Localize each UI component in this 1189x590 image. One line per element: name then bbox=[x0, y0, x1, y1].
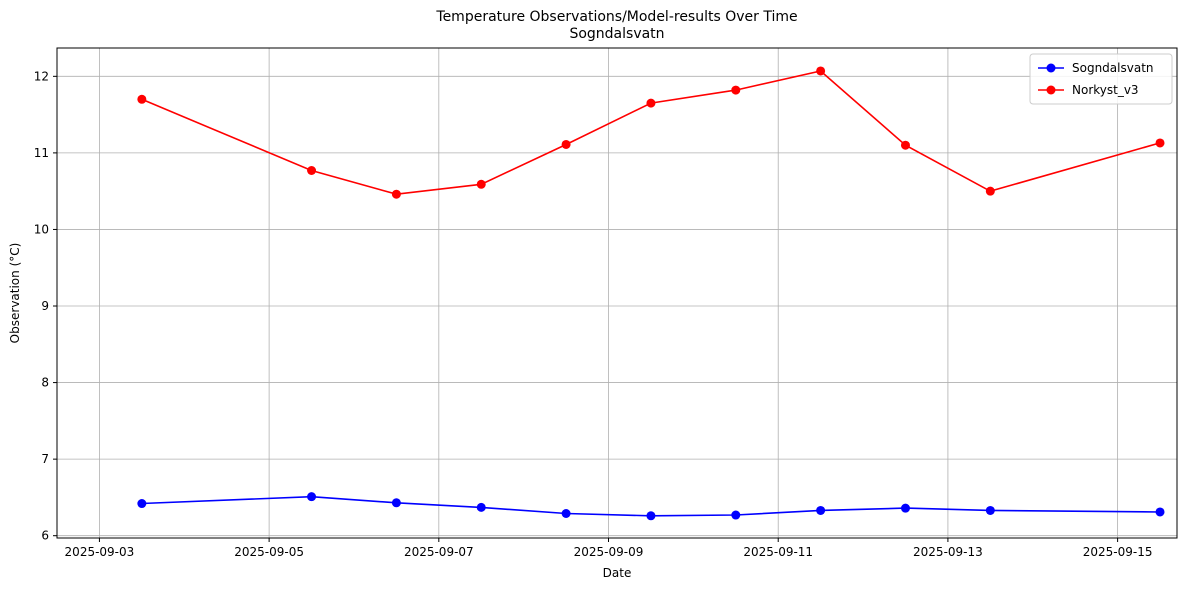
grid bbox=[57, 48, 1177, 538]
x-tick-label: 2025-09-13 bbox=[913, 545, 983, 559]
data-point-norkyst-v3 bbox=[816, 66, 826, 76]
data-point-norkyst-v3 bbox=[1155, 138, 1165, 148]
plot-area bbox=[56, 47, 1178, 539]
legend-label-norkyst-v3: Norkyst_v3 bbox=[1072, 83, 1139, 97]
data-point-sogndalsvatn bbox=[137, 499, 147, 509]
y-tick-label: 7 bbox=[41, 452, 49, 466]
axis-ticks: 2025-09-03 2025-09-05 2025-09-07 2025-09-09… bbox=[34, 69, 1153, 559]
data-point-norkyst-v3 bbox=[391, 189, 401, 199]
data-point-sogndalsvatn bbox=[476, 502, 486, 512]
x-tick-label: 2025-09-07 bbox=[404, 545, 474, 559]
data-point-norkyst-v3 bbox=[476, 179, 486, 189]
data-point-norkyst-v3 bbox=[307, 166, 317, 175]
data-point-norkyst-v3 bbox=[137, 94, 147, 104]
chart-subtitle: Sogndalsvatn bbox=[569, 26, 664, 42]
data-point-sogndalsvatn bbox=[561, 509, 571, 518]
data-point-sogndalsvatn bbox=[1155, 507, 1165, 517]
x-tick-label: 2025-09-03 bbox=[65, 545, 135, 559]
series-norkyst-v3 bbox=[137, 66, 1165, 199]
x-axis-label: Date bbox=[603, 566, 632, 580]
data-point-sogndalsvatn bbox=[816, 505, 826, 515]
legend-box bbox=[1029, 53, 1173, 105]
y-axis-label: Observation (°C) bbox=[8, 243, 22, 344]
x-tick-label: 2025-09-09 bbox=[574, 545, 644, 559]
x-tick-label: 2025-09-15 bbox=[1083, 545, 1153, 559]
legend-marker-norkyst-v3 bbox=[1046, 85, 1056, 95]
data-point-sogndalsvatn bbox=[900, 503, 910, 513]
y-tick-label: 11 bbox=[34, 146, 49, 160]
data-point-norkyst-v3 bbox=[646, 98, 656, 108]
legend: Sogndalsvatn Norkyst_v3 bbox=[1029, 53, 1173, 105]
data-point-sogndalsvatn bbox=[985, 505, 995, 515]
x-tick-label: 2025-09-11 bbox=[743, 545, 813, 559]
y-tick-label: 12 bbox=[34, 69, 49, 83]
series-sogndalsvatn bbox=[137, 492, 1165, 521]
legend-label-sogndalsvatn: Sogndalsvatn bbox=[1072, 61, 1154, 75]
data-point-norkyst-v3 bbox=[900, 140, 910, 150]
data-point-sogndalsvatn bbox=[731, 510, 741, 520]
data-point-sogndalsvatn bbox=[391, 498, 401, 508]
y-tick-label: 6 bbox=[41, 529, 49, 543]
legend-marker-sogndalsvatn bbox=[1046, 63, 1056, 73]
y-tick-label: 8 bbox=[41, 376, 49, 390]
series-layer bbox=[137, 66, 1165, 521]
chart-title: Temperature Observations/Model-results O… bbox=[435, 9, 797, 25]
y-tick-label: 10 bbox=[34, 222, 49, 236]
data-point-norkyst-v3 bbox=[985, 186, 995, 196]
data-point-norkyst-v3 bbox=[561, 139, 571, 149]
data-point-sogndalsvatn bbox=[646, 511, 656, 521]
data-point-norkyst-v3 bbox=[731, 85, 741, 95]
y-tick-label: 9 bbox=[41, 299, 49, 313]
x-tick-label: 2025-09-05 bbox=[234, 545, 304, 559]
data-point-sogndalsvatn bbox=[307, 492, 317, 502]
